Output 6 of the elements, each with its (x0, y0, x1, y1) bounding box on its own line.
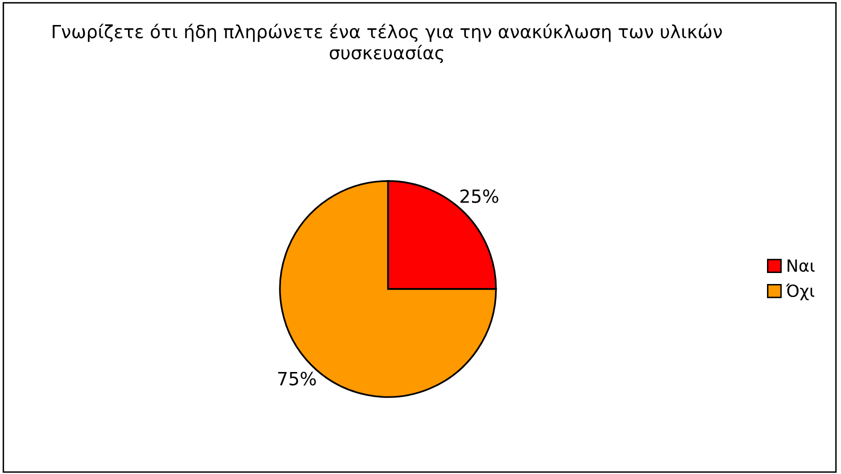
legend-label: Όχι (786, 283, 814, 300)
data-label: 25% (460, 189, 498, 204)
data-label: 75% (278, 372, 316, 386)
chart-title: Γνωρίζετε ότι ήδη πληρώνετε ένα τέλος για την ανακύκλωση των υλικών συσκευασίας (52, 24, 722, 64)
pie-slice (279, 180, 497, 398)
legend-label: Ναι (788, 260, 815, 272)
